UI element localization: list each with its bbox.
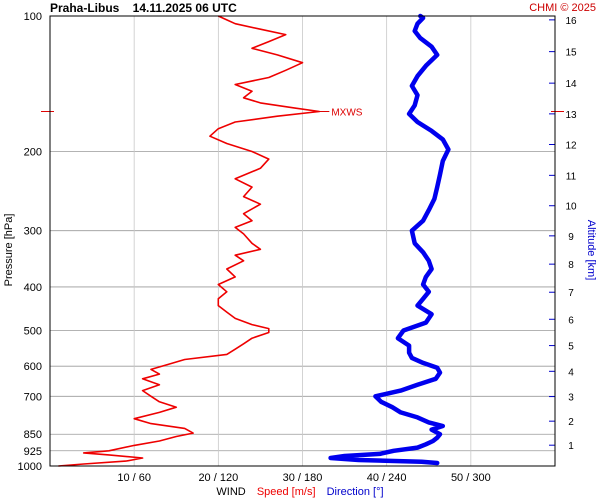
pressure-tick-label-400: 400 [24, 282, 42, 294]
altitude-axis-title: Altitude [km] [585, 220, 597, 281]
grid-layer [50, 16, 555, 466]
altitude-tick-label-6: 6 [568, 315, 574, 326]
wind-direction-line [328, 13, 451, 466]
pressure-tick-label-925: 925 [24, 446, 42, 458]
y-axis-title: Pressure [hPa] [3, 214, 15, 287]
x-tick-label-40: 40 / 240 [367, 472, 407, 484]
x-tick-label-20: 20 / 120 [198, 472, 238, 484]
altitude-tick-label-4: 4 [568, 367, 574, 378]
pressure-tick-label-850: 850 [24, 429, 42, 441]
chart-title: Praha-Libus 14.11.2025 06 UTC [50, 1, 237, 15]
pressure-tick-label-200: 200 [24, 146, 42, 158]
altitude-tick-label-2: 2 [568, 417, 574, 428]
x-axis-title: WIND Speed [m/s] Direction [°] [216, 486, 383, 498]
pressure-tick-label-700: 700 [24, 391, 42, 403]
x-tick-label-30: 30 / 180 [283, 472, 323, 484]
pressure-tick-label-500: 500 [24, 326, 42, 338]
plot-frame [49, 15, 556, 467]
series-layer [58, 13, 451, 467]
altitude-tick-label-9: 9 [568, 232, 574, 243]
pressure-tick-label-1000: 1000 [18, 461, 42, 473]
altitude-tick-label-14: 14 [565, 79, 577, 90]
x-axis-title-speed: Speed [m/s] [257, 486, 316, 498]
pressure-tick-label-300: 300 [24, 226, 42, 238]
altitude-tick-label-1: 1 [568, 441, 574, 452]
x-axis-title-wind: WIND [216, 486, 245, 498]
altitude-tick-label-13: 13 [565, 110, 577, 121]
altitude-tick-label-10: 10 [565, 202, 577, 213]
x-axis-title-direction: Direction [°] [327, 486, 384, 498]
mxws-label: MXWS [331, 107, 362, 118]
pressure-tick-label-100: 100 [24, 11, 42, 23]
altitude-tick-label-15: 15 [565, 48, 577, 59]
pressure-tick-label-600: 600 [24, 361, 42, 373]
altitude-tick-label-16: 16 [565, 16, 577, 27]
max-wind-layer: MXWS [41, 107, 564, 118]
x-tick-label-10: 10 / 60 [117, 472, 151, 484]
x-tick-label-50: 50 / 300 [451, 472, 491, 484]
altitude-tick-label-12: 12 [565, 141, 577, 152]
altitude-tick-label-8: 8 [568, 260, 574, 271]
altitude-tick-label-11: 11 [566, 171, 577, 182]
altitude-tick-label-5: 5 [568, 342, 574, 353]
wind-speed-line [58, 15, 321, 467]
altitude-tick-label-7: 7 [568, 288, 574, 299]
copyright-label: CHMI © 2025 [529, 2, 596, 14]
altitude-tick-label-3: 3 [568, 393, 574, 404]
